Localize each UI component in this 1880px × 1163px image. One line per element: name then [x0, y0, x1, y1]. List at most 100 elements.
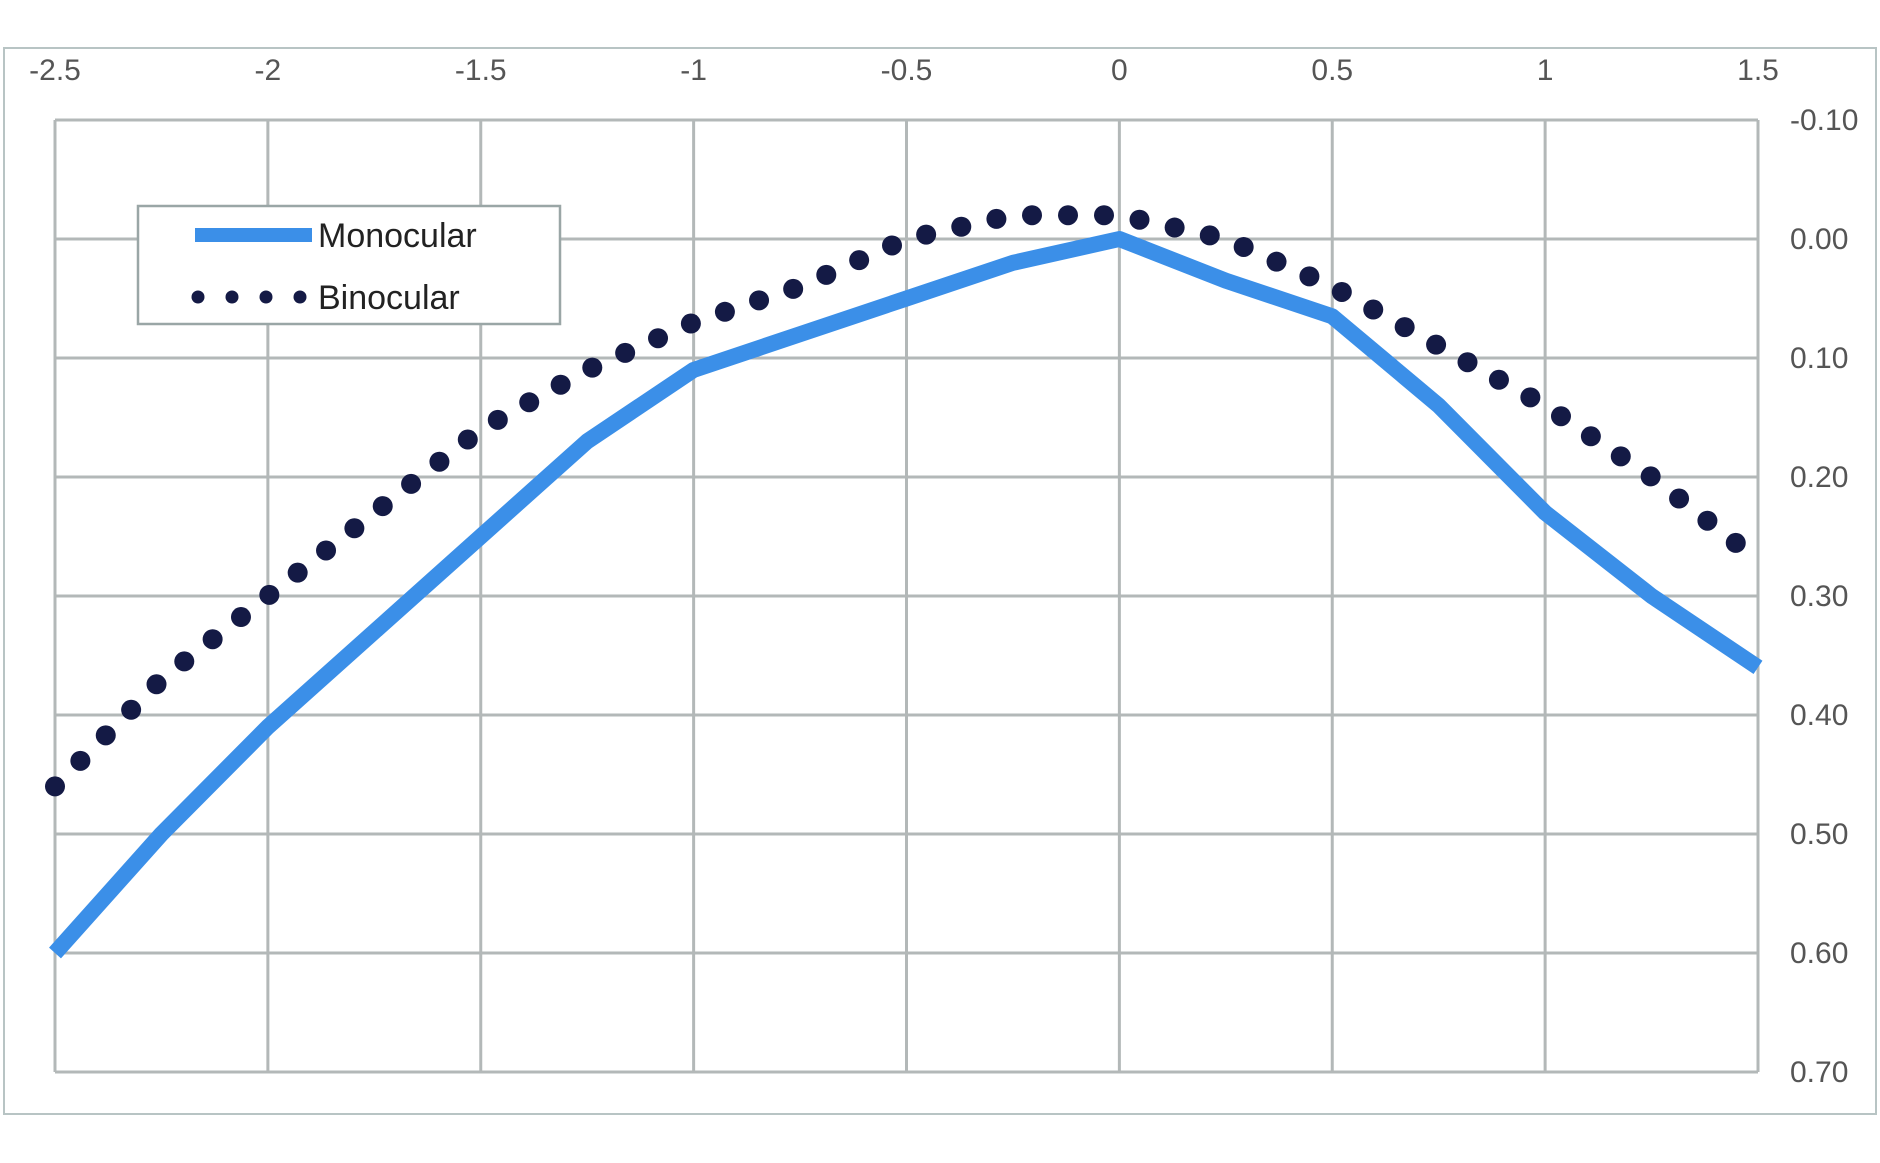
series-dot: [1640, 466, 1661, 487]
data-point-binocular: [1756, 558, 1760, 562]
series-dot: [1129, 209, 1150, 230]
series-dot: [1233, 236, 1254, 257]
series-dot: [714, 301, 735, 322]
series-dot: [916, 224, 937, 245]
data-point-monocular: [1011, 261, 1015, 265]
data-point-binocular: [1224, 237, 1228, 241]
data-point-monocular: [1437, 404, 1441, 408]
series-dot: [783, 278, 804, 299]
series-dot: [882, 235, 903, 256]
data-point-monocular: [159, 832, 163, 836]
data-point-binocular: [372, 511, 376, 515]
series-dot: [45, 776, 65, 797]
series-dot: [1266, 251, 1287, 272]
data-point-binocular: [905, 237, 909, 241]
data-point-monocular: [1756, 665, 1760, 669]
series-dot: [316, 540, 337, 561]
legend-swatch-binocular: [191, 290, 307, 304]
data-point-monocular: [1224, 279, 1228, 283]
series-dot: [951, 216, 972, 237]
series-dot: [287, 562, 308, 583]
series-dot: [95, 725, 116, 746]
data-point-binocular: [53, 784, 57, 788]
series-dot: [259, 584, 280, 605]
series-dot: [1580, 426, 1601, 447]
data-point-monocular: [266, 725, 270, 729]
y-tick-label: 0.30: [1790, 580, 1848, 613]
series-dot: [1550, 406, 1571, 427]
y-tick-label: 0.40: [1790, 699, 1848, 732]
data-point-binocular: [692, 320, 696, 324]
series-dot: [519, 392, 540, 413]
y-tick-label: 0.10: [1790, 342, 1848, 375]
legend: Monocular Binocular: [136, 204, 562, 326]
x-tick-label: -2.5: [29, 54, 81, 87]
series-dot: [615, 342, 636, 363]
y-tick-label: 0.00: [1790, 223, 1848, 256]
series-dot: [1520, 387, 1541, 408]
gridlines: [53, 118, 1760, 1074]
data-point-binocular: [479, 427, 483, 431]
y-tick-label: -0.10: [1790, 104, 1858, 137]
series-dot: [1299, 266, 1320, 287]
series-dot: [680, 313, 701, 334]
data-point-binocular: [266, 594, 270, 598]
series-dot: [816, 264, 837, 285]
x-tick-label: -2: [255, 54, 282, 87]
series-line-monocular: [49, 231, 1763, 959]
series-dot: [1426, 334, 1447, 355]
series-dot: [230, 607, 251, 628]
data-point-binocular: [1650, 475, 1654, 479]
data-point-binocular: [1543, 404, 1547, 408]
series-dot: [121, 699, 142, 720]
series-dot: [648, 328, 669, 349]
series-dot: [372, 496, 393, 517]
y-tick-label: 0.50: [1790, 818, 1848, 851]
series-dot: [1094, 205, 1115, 226]
series-dot: [146, 674, 167, 695]
data-point-monocular: [692, 368, 696, 372]
series-dot: [1725, 532, 1746, 553]
data-point-monocular: [1543, 511, 1547, 515]
series-dot: [1669, 488, 1690, 509]
series-dot: [749, 290, 770, 311]
series-dot: [344, 518, 365, 539]
series-dot: [1058, 205, 1079, 226]
x-tick-label: -1.5: [455, 54, 507, 87]
x-tick-label: 0: [1111, 54, 1128, 87]
y-tick-label: 0.70: [1790, 1056, 1848, 1089]
y-axis-ticks: -0.10 0.00 0.10 0.20 0.30 0.40 0.50 0.60 0.70: [1790, 104, 1858, 1089]
data-point-binocular: [1011, 213, 1015, 217]
data-point-monocular: [905, 297, 909, 301]
data-point-monocular: [585, 439, 589, 443]
legend-label-binocular: Binocular: [318, 279, 460, 317]
data-point-monocular: [479, 535, 483, 539]
series-dot: [849, 250, 870, 271]
data-point-monocular: [798, 332, 802, 336]
series-dot: [487, 409, 508, 430]
x-tick-label: 1: [1537, 54, 1554, 87]
data-point-monocular: [372, 630, 376, 634]
x-tick-label: 1.5: [1737, 54, 1779, 87]
data-point-binocular: [1330, 285, 1334, 289]
series-dot: [1488, 369, 1509, 390]
data-point-monocular: [1117, 237, 1121, 241]
series-dot: [1363, 299, 1384, 320]
data-point-monocular: [53, 951, 57, 955]
data-point-monocular: [1650, 594, 1654, 598]
x-tick-label: 0.5: [1311, 54, 1353, 87]
x-tick-label: -1: [680, 54, 707, 87]
series-dot: [1610, 446, 1631, 467]
data-point-binocular: [585, 368, 589, 372]
y-tick-label: 0.20: [1790, 461, 1848, 494]
series-layer: [45, 205, 1763, 959]
series-dot: [1697, 510, 1718, 531]
data-point-binocular: [1437, 344, 1441, 348]
legend-box: [136, 204, 562, 326]
series-dot: [1331, 281, 1352, 302]
series-dot: [401, 473, 422, 494]
data-point-binocular: [798, 285, 802, 289]
series-dot: [550, 374, 571, 395]
series-dot: [582, 357, 603, 378]
